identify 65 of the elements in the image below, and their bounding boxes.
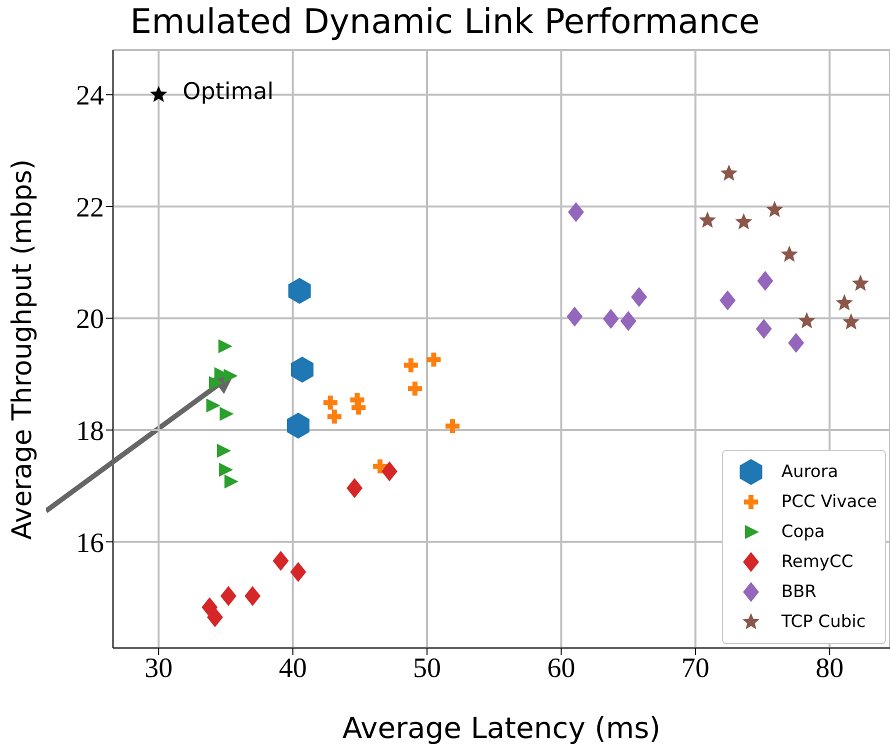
y-axis-title: Average Throughput (mbps) [6, 158, 38, 540]
point [224, 474, 238, 488]
point [206, 607, 223, 628]
point [244, 586, 261, 606]
y-tick-label: 16 [76, 528, 104, 559]
point [290, 562, 306, 582]
x-axis-title: Average Latency (ms) [342, 711, 661, 745]
legend-label: RemyCC [781, 552, 854, 572]
legend-label: Aurora [781, 462, 838, 482]
point [272, 550, 289, 571]
point [346, 478, 363, 498]
point [220, 406, 234, 421]
point [220, 586, 236, 606]
point [735, 213, 752, 230]
point [766, 200, 784, 218]
point [568, 202, 584, 222]
legend-label: TCP Cubic [781, 612, 866, 632]
point [218, 339, 232, 354]
point [788, 332, 804, 353]
point [290, 356, 314, 383]
point [780, 246, 798, 262]
point [288, 278, 311, 304]
x-tick-label: 40 [278, 652, 307, 684]
point [756, 318, 772, 339]
point [602, 308, 619, 329]
chart-title: Emulated Dynamic Link Performance [129, 2, 761, 42]
point [446, 419, 460, 434]
point [224, 368, 238, 383]
point [408, 382, 422, 396]
point [352, 400, 366, 415]
point [150, 86, 168, 102]
point [404, 358, 418, 372]
x-tick-label: 60 [547, 652, 576, 684]
point [426, 352, 441, 367]
legend-label: BBR [781, 582, 816, 602]
point [373, 459, 388, 474]
point [720, 164, 738, 181]
point [620, 311, 636, 332]
x-tick-label: 80 [816, 652, 844, 684]
annotation: Optimal [182, 78, 274, 105]
y-tick-label: 24 [76, 80, 104, 112]
point [852, 274, 870, 291]
point [323, 396, 338, 410]
point [720, 290, 736, 310]
x-tick-label: 30 [144, 652, 173, 684]
point [566, 306, 583, 327]
x-tick-label: 70 [681, 652, 710, 684]
legend-label: PCC Vivace [781, 492, 877, 512]
y-tick-label: 18 [76, 416, 104, 447]
point [206, 398, 220, 412]
point [631, 287, 648, 308]
x-tick-label: 50 [413, 652, 442, 684]
y-tick-label: 20 [76, 304, 104, 336]
point [836, 294, 853, 310]
point [286, 412, 310, 439]
point [757, 270, 774, 291]
point [798, 312, 816, 328]
y-tick-label: 22 [76, 192, 104, 224]
point [381, 461, 398, 482]
point [217, 444, 232, 458]
point [327, 410, 342, 424]
point [219, 462, 234, 477]
point [842, 313, 860, 330]
legend-label: Copa [781, 522, 825, 542]
point [698, 211, 716, 228]
